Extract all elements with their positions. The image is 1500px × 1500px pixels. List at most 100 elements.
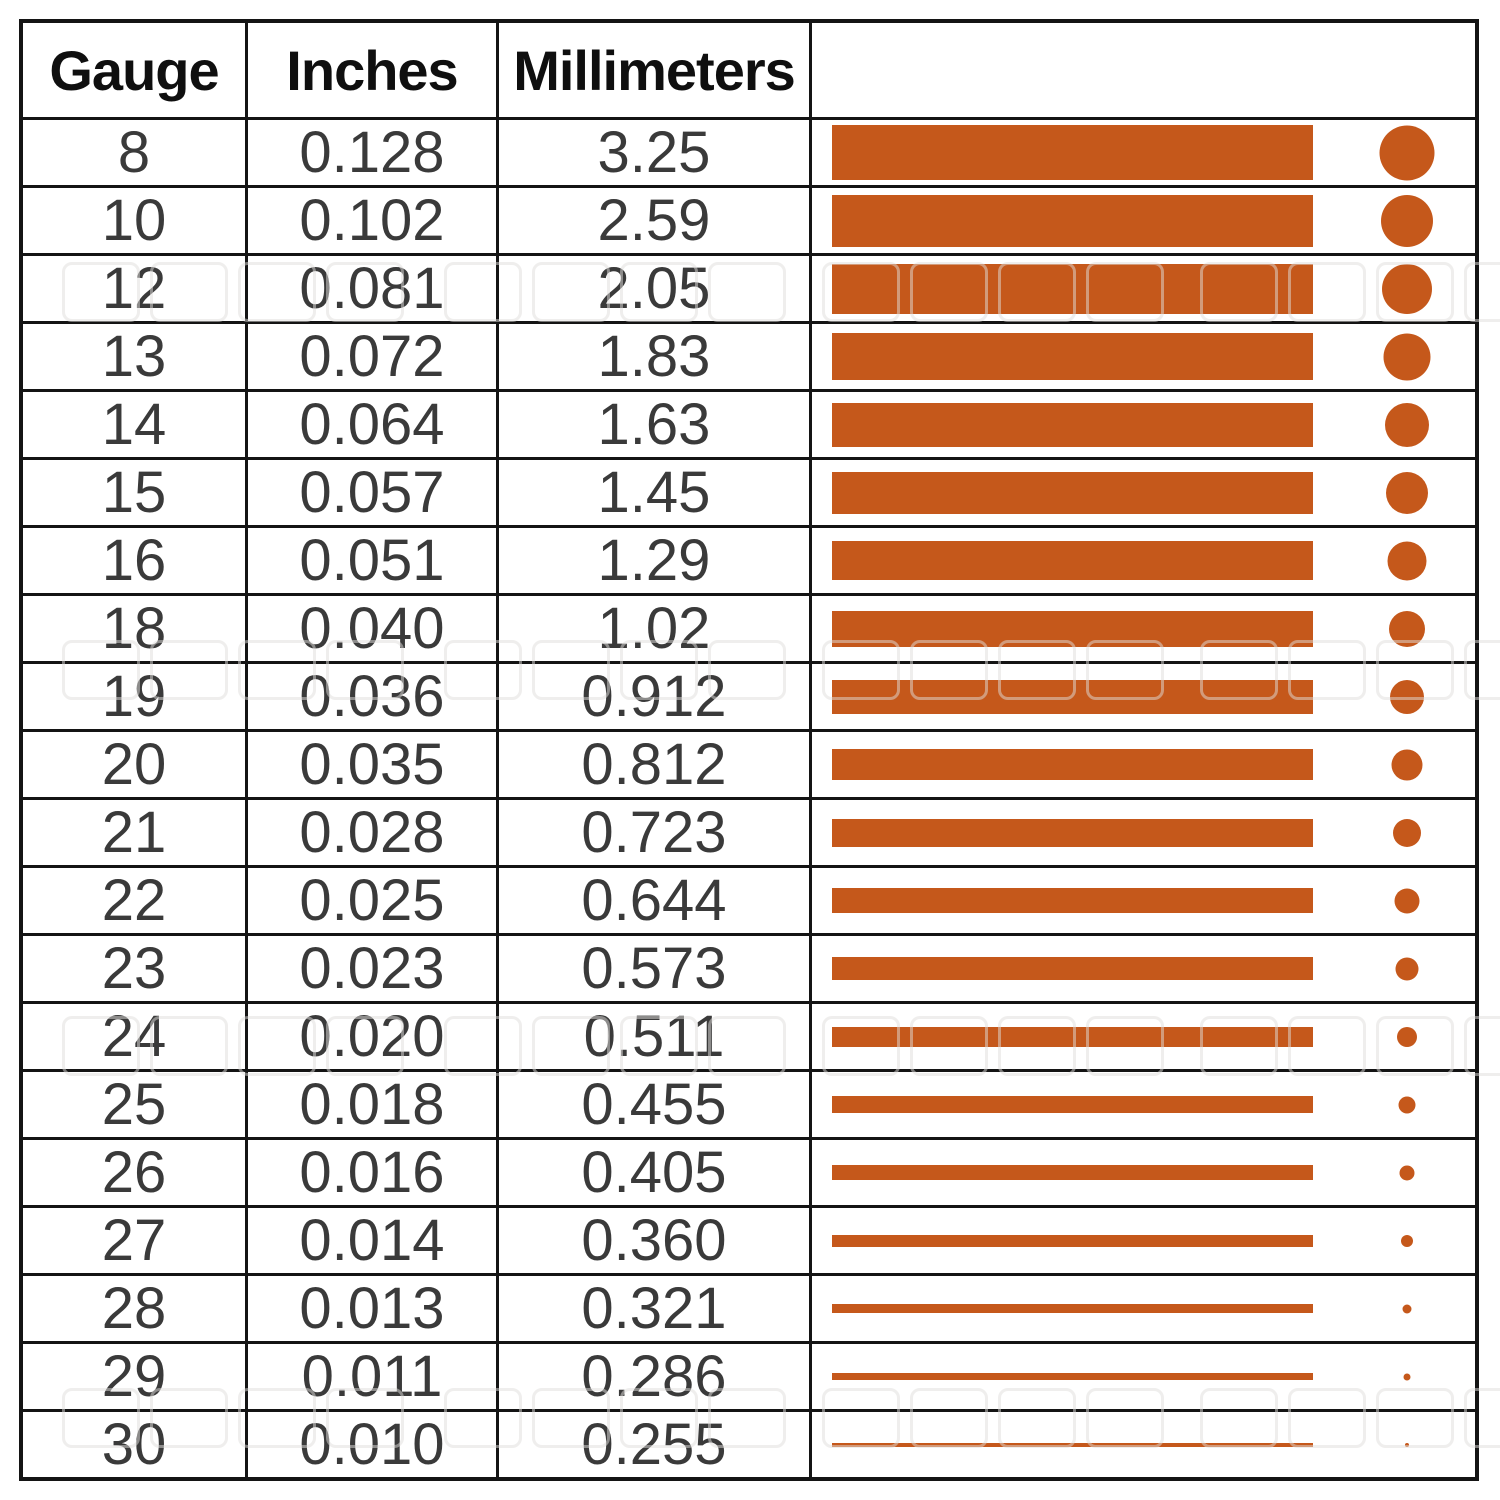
inches-cell: 0.051 (248, 528, 496, 593)
wire-bar (832, 818, 1313, 847)
gauge-cell: 14 (23, 392, 245, 457)
wire-bar (832, 1165, 1313, 1180)
gauge-cell: 12 (23, 256, 245, 321)
wire-dot (1389, 610, 1425, 647)
gauge-cell: 19 (23, 664, 245, 729)
wire-bar (832, 1026, 1313, 1047)
wire-bar (832, 194, 1313, 247)
gauge-cell: 23 (23, 936, 245, 1001)
wire-visual-cell (812, 1004, 1475, 1069)
gauge-cell: 18 (23, 596, 245, 661)
inches-cell: 0.064 (248, 392, 496, 457)
millimeters-cell: 0.644 (499, 868, 809, 933)
millimeters-cell: 0.286 (499, 1344, 809, 1409)
wire-visual-cell (812, 188, 1475, 253)
gauge-cell: 13 (23, 324, 245, 389)
wire-visual-cell (812, 732, 1475, 797)
inches-cell: 0.016 (248, 1140, 496, 1205)
millimeters-cell: 1.02 (499, 596, 809, 661)
header-cell-visual (812, 23, 1475, 117)
gauge-cell: 21 (23, 800, 245, 865)
gauge-cell: 8 (23, 120, 245, 185)
millimeters-cell: 0.812 (499, 732, 809, 797)
wire-dot (1399, 1165, 1415, 1180)
inches-cell: 0.040 (248, 596, 496, 661)
inches-cell: 0.023 (248, 936, 496, 1001)
inches-cell: 0.035 (248, 732, 496, 797)
wire-bar (832, 263, 1313, 314)
wire-dot (1395, 957, 1419, 980)
wire-bar (832, 541, 1313, 580)
wire-bar (832, 333, 1313, 380)
wire-visual-cell (812, 460, 1475, 525)
wire-visual-cell (812, 528, 1475, 593)
millimeters-cell: 0.321 (499, 1276, 809, 1341)
millimeters-cell: 0.723 (499, 800, 809, 865)
millimeters-cell: 1.63 (499, 392, 809, 457)
inches-cell: 0.057 (248, 460, 496, 525)
wire-bar (832, 1442, 1313, 1447)
inches-cell: 0.036 (248, 664, 496, 729)
wire-visual-cell (812, 1276, 1475, 1341)
inches-cell: 0.013 (248, 1276, 496, 1341)
wire-dot (1405, 1442, 1409, 1447)
wire-dot (1393, 818, 1421, 847)
wire-dot (1398, 1096, 1416, 1113)
millimeters-cell: 0.455 (499, 1072, 809, 1137)
wire-dot (1387, 541, 1427, 580)
wire-bar (832, 888, 1313, 913)
wire-dot (1381, 194, 1433, 247)
header-cell-gauge: Gauge (23, 23, 245, 117)
gauge-table: Gauge Inches Millimeters 8 0.128 3.25 10… (19, 19, 1479, 1481)
wire-dot (1382, 263, 1432, 314)
wire-bar (832, 957, 1313, 980)
inches-cell: 0.128 (248, 120, 496, 185)
wire-bar (832, 749, 1313, 780)
wire-bar (832, 1234, 1313, 1247)
wire-visual-cell (812, 256, 1475, 321)
wire-visual-cell (812, 1412, 1475, 1477)
wire-visual-cell (812, 1072, 1475, 1137)
wire-bar (832, 679, 1313, 714)
gauge-cell: 27 (23, 1208, 245, 1273)
header-label-inches: Inches (286, 38, 458, 102)
millimeters-cell: 2.05 (499, 256, 809, 321)
wire-dot (1394, 888, 1420, 913)
wire-visual-cell (812, 392, 1475, 457)
gauge-cell: 20 (23, 732, 245, 797)
inches-cell: 0.010 (248, 1412, 496, 1477)
wire-dot (1402, 1304, 1412, 1313)
wire-visual-cell (812, 1344, 1475, 1409)
gauge-cell: 15 (23, 460, 245, 525)
gauge-cell: 30 (23, 1412, 245, 1477)
wire-visual-cell (812, 800, 1475, 865)
millimeters-cell: 1.45 (499, 460, 809, 525)
gauge-cell: 16 (23, 528, 245, 593)
wire-dot (1386, 471, 1428, 514)
millimeters-cell: 0.912 (499, 664, 809, 729)
wire-visual-cell (812, 1140, 1475, 1205)
wire-bar (832, 1373, 1313, 1380)
inches-cell: 0.025 (248, 868, 496, 933)
millimeters-cell: 0.511 (499, 1004, 809, 1069)
millimeters-cell: 0.405 (499, 1140, 809, 1205)
wire-bar (832, 610, 1313, 647)
wire-visual-cell (812, 120, 1475, 185)
wire-dot (1397, 1026, 1417, 1047)
wire-dot (1390, 679, 1424, 714)
header-label-millimeters: Millimeters (513, 38, 796, 102)
millimeters-cell: 1.83 (499, 324, 809, 389)
wire-visual-cell (812, 936, 1475, 1001)
inches-cell: 0.011 (248, 1344, 496, 1409)
wire-bar (832, 1096, 1313, 1113)
inches-cell: 0.102 (248, 188, 496, 253)
wire-bar (832, 1304, 1313, 1313)
gauge-cell: 28 (23, 1276, 245, 1341)
millimeters-cell: 0.255 (499, 1412, 809, 1477)
header-label-gauge: Gauge (49, 38, 219, 102)
inches-cell: 0.081 (248, 256, 496, 321)
wire-dot (1379, 125, 1435, 180)
wire-visual-cell (812, 664, 1475, 729)
gauge-cell: 10 (23, 188, 245, 253)
